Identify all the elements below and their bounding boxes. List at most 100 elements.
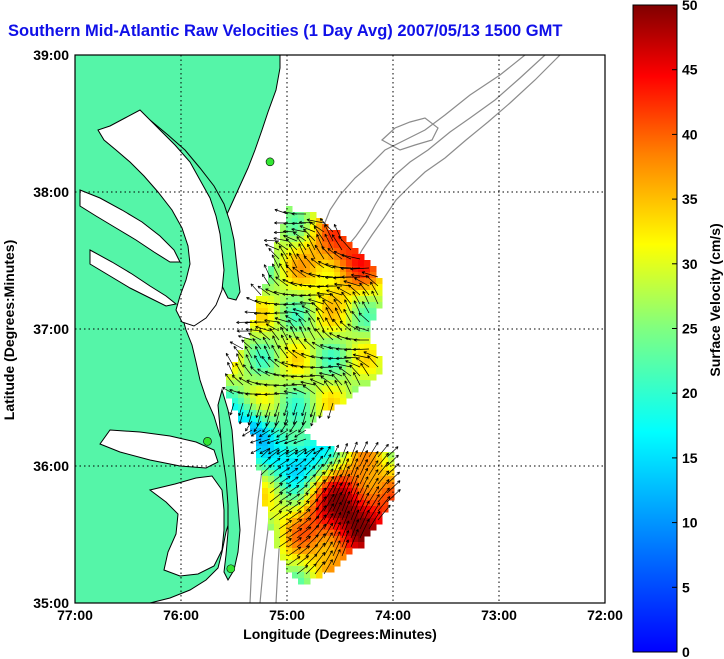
velocity-cell bbox=[340, 314, 347, 321]
velocity-arrow bbox=[238, 411, 244, 425]
velocity-cell bbox=[304, 326, 311, 333]
velocity-cell bbox=[328, 284, 335, 291]
velocity-cell bbox=[328, 536, 335, 543]
velocity-arrow bbox=[295, 312, 307, 323]
radar-station-marker bbox=[226, 564, 236, 574]
velocity-cell bbox=[358, 458, 365, 465]
velocity-cell bbox=[370, 314, 377, 321]
velocity-arrow bbox=[306, 218, 325, 224]
velocity-arrow bbox=[261, 355, 271, 368]
velocity-cell bbox=[328, 326, 335, 333]
velocity-arrow bbox=[361, 271, 379, 278]
velocity-cell bbox=[262, 416, 269, 423]
velocity-arrow bbox=[355, 357, 370, 368]
velocity-cell bbox=[286, 434, 293, 441]
velocity-cell bbox=[346, 380, 353, 387]
velocity-arrow bbox=[245, 392, 261, 396]
velocity-cell bbox=[352, 296, 359, 303]
velocity-arrow bbox=[274, 391, 289, 396]
velocity-arrow bbox=[262, 420, 271, 433]
velocity-arrow bbox=[281, 361, 298, 368]
velocity-cell bbox=[322, 356, 329, 363]
velocity-cell bbox=[370, 368, 377, 375]
velocity-arrow bbox=[289, 420, 298, 433]
velocity-cell bbox=[286, 302, 293, 309]
velocity-cell bbox=[370, 500, 377, 507]
velocity-cell bbox=[358, 530, 365, 537]
velocity-arrow bbox=[274, 221, 289, 225]
velocity-arrow bbox=[287, 556, 301, 566]
velocity-cell bbox=[382, 494, 389, 501]
velocity-cell bbox=[268, 434, 275, 441]
velocity-arrow bbox=[269, 474, 283, 485]
velocity-cell bbox=[286, 506, 293, 513]
velocity-arrow bbox=[296, 253, 307, 269]
velocity-cell bbox=[370, 296, 377, 303]
velocity-cell bbox=[310, 296, 317, 303]
velocity-cell bbox=[298, 266, 305, 273]
velocity-cell bbox=[370, 278, 377, 285]
velocity-arrow bbox=[276, 429, 289, 438]
velocity-arrow bbox=[377, 479, 390, 494]
velocity-cell bbox=[334, 488, 341, 495]
velocity-cell bbox=[334, 518, 341, 525]
latitude-ticks: 39:00 38:00 37:00 36:00 35:00 bbox=[33, 47, 69, 611]
velocity-arrow bbox=[345, 360, 361, 368]
velocity-arrow bbox=[332, 540, 341, 557]
velocity-cell bbox=[358, 464, 365, 471]
velocity-cell bbox=[286, 410, 293, 417]
velocity-arrow bbox=[367, 355, 379, 368]
velocity-arrow bbox=[287, 449, 299, 458]
velocity-arrow bbox=[371, 290, 379, 305]
velocity-arrow bbox=[350, 450, 358, 467]
velocity-arrow bbox=[269, 457, 281, 467]
velocity-cell bbox=[274, 530, 281, 537]
velocity-cell bbox=[292, 236, 299, 243]
velocity-cell bbox=[388, 494, 395, 501]
velocity-cell bbox=[232, 404, 239, 411]
velocity-arrow bbox=[283, 402, 289, 417]
velocity-cell bbox=[310, 230, 317, 237]
velocity-cell bbox=[250, 380, 257, 387]
velocity-cell bbox=[304, 446, 311, 453]
velocity-cell bbox=[328, 482, 335, 489]
colorbar-scale bbox=[632, 4, 678, 653]
velocity-arrow bbox=[257, 285, 271, 296]
velocity-cell bbox=[358, 506, 365, 513]
velocity-cell bbox=[286, 530, 293, 537]
velocity-cell bbox=[268, 356, 275, 363]
velocity-cell bbox=[310, 362, 317, 369]
velocity-arrow bbox=[368, 502, 381, 521]
velocity-cell bbox=[328, 272, 335, 279]
velocity-cell bbox=[346, 374, 353, 381]
velocity-cell bbox=[346, 548, 353, 555]
velocity-arrow bbox=[341, 510, 350, 530]
velocity-cell bbox=[280, 392, 287, 399]
velocity-cell bbox=[286, 428, 293, 435]
velocity-cell bbox=[298, 392, 305, 399]
velocity-cell bbox=[322, 236, 329, 243]
velocity-cell bbox=[286, 368, 293, 375]
velocity-cell bbox=[328, 542, 335, 549]
velocity-cell bbox=[328, 374, 335, 381]
velocity-cell bbox=[268, 452, 275, 459]
velocity-cell bbox=[370, 308, 377, 315]
velocity-cell bbox=[376, 458, 383, 465]
velocity-cell bbox=[304, 224, 311, 231]
velocity-cell bbox=[304, 422, 311, 429]
velocity-arrow bbox=[283, 229, 298, 234]
velocity-arrow bbox=[254, 355, 262, 368]
velocity-arrow bbox=[292, 231, 307, 242]
velocity-arrow bbox=[311, 341, 325, 350]
velocity-cell bbox=[310, 440, 317, 447]
velocity-cell bbox=[310, 284, 317, 291]
velocity-cell bbox=[358, 470, 365, 477]
velocity-cell bbox=[292, 482, 299, 489]
velocity-cell bbox=[280, 350, 287, 357]
velocity-cell bbox=[340, 338, 347, 345]
velocity-cell bbox=[316, 554, 323, 561]
velocity-arrow bbox=[283, 390, 298, 395]
velocity-cell bbox=[382, 476, 389, 483]
velocity-arrow bbox=[314, 328, 325, 341]
velocity-arrow bbox=[222, 387, 235, 395]
